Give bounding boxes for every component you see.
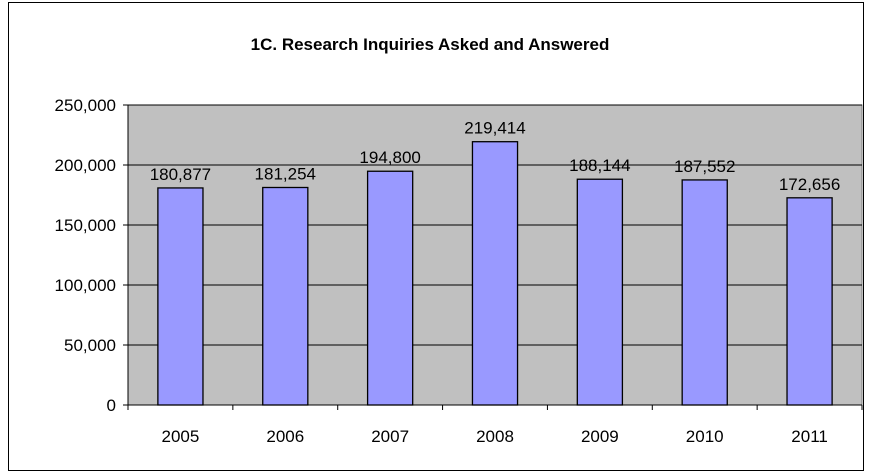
data-label-2007: 194,800 <box>359 148 420 167</box>
x-tick-label-2005: 2005 <box>162 427 200 446</box>
x-tick-label-2007: 2007 <box>371 427 409 446</box>
x-tick-label-2010: 2010 <box>686 427 724 446</box>
x-tick-label-2009: 2009 <box>581 427 619 446</box>
x-tick-label-2008: 2008 <box>476 427 514 446</box>
data-label-2011: 172,656 <box>779 175 840 194</box>
bar-2007 <box>366 170 414 406</box>
data-label-2009: 188,144 <box>569 156 630 175</box>
bar-2006 <box>262 186 309 406</box>
data-label-2008: 219,414 <box>464 119 525 138</box>
data-label-2010: 187,552 <box>674 157 735 176</box>
y-tick-label: 100,000 <box>55 276 116 295</box>
y-tick-label: 250,000 <box>55 96 116 115</box>
bar-2008 <box>471 141 519 406</box>
data-label-2006: 181,254 <box>255 164 316 183</box>
bar-2005 <box>157 187 204 406</box>
bar-2011 <box>786 197 833 406</box>
y-tick-label: 150,000 <box>55 216 116 235</box>
x-tick-label-2006: 2006 <box>266 427 304 446</box>
y-tick-label: 50,000 <box>64 336 116 355</box>
chart-title: 1C. Research Inquiries Asked and Answere… <box>251 35 610 54</box>
y-tick-label: 200,000 <box>55 156 116 175</box>
bar-2009 <box>576 178 624 406</box>
bar-2010 <box>681 179 728 406</box>
x-tick-label-2011: 2011 <box>791 427 828 446</box>
data-label-2005: 180,877 <box>150 165 211 184</box>
y-tick-label: 0 <box>107 396 116 415</box>
